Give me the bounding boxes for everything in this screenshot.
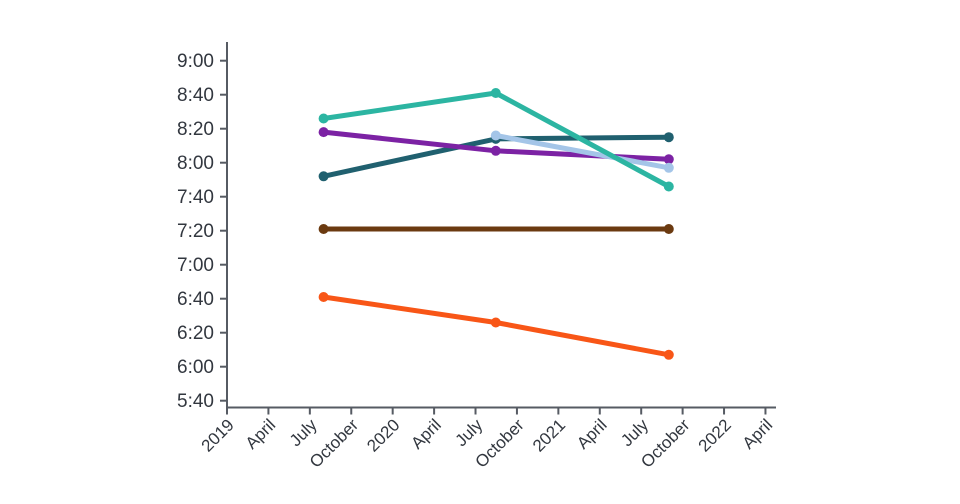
- series-purple-marker: [663, 154, 674, 165]
- series-brown-marker: [318, 224, 329, 234]
- x-tick-label: 2019: [198, 415, 238, 455]
- y-tick-label: 8:00: [177, 153, 214, 174]
- series-teal-green-marker: [490, 88, 501, 98]
- x-tick-label: April: [242, 415, 279, 452]
- series-orange: [318, 292, 674, 360]
- series-teal-green: [318, 88, 674, 192]
- series-orange-marker: [663, 349, 674, 360]
- series-brown-marker: [663, 224, 674, 234]
- x-tick-label: April: [407, 415, 444, 452]
- x-tick-label: 2021: [529, 415, 569, 455]
- y-tick-label: 6:00: [177, 357, 214, 378]
- series-light-blue-marker: [490, 130, 501, 141]
- y-tick-label: 7:20: [177, 221, 214, 242]
- series-dark-teal-marker: [663, 132, 674, 143]
- y-tick-label: 8:20: [177, 119, 214, 140]
- y-tick-label: 8:40: [177, 85, 214, 106]
- y-tick-label: 7:40: [177, 187, 214, 208]
- series-light-blue: [490, 130, 674, 173]
- series-light-blue-marker: [663, 162, 674, 173]
- axes: [226, 42, 776, 409]
- x-tick-label: April: [739, 415, 776, 452]
- y-tick-label: 9:00: [177, 51, 214, 72]
- y-tick-label: 5:40: [177, 391, 214, 412]
- y-tick-label: 7:00: [177, 255, 214, 276]
- x-tick-label: 2020: [363, 415, 403, 455]
- series-orange-marker: [318, 292, 329, 302]
- series-light-blue-line: [493, 133, 672, 171]
- x-tick-label: 2022: [695, 415, 735, 455]
- series-teal-green-marker: [663, 181, 674, 192]
- series-teal-green-marker: [318, 113, 329, 124]
- series-dark-teal-marker: [318, 171, 329, 182]
- series-brown: [318, 224, 674, 234]
- series-orange-marker: [490, 317, 501, 328]
- y-tick-label: 6:40: [177, 289, 214, 310]
- series-purple-marker: [318, 127, 329, 138]
- y-tick-label: 6:20: [177, 323, 214, 344]
- y-axis-ticks: 9:00 8:40 8:20 8:00 7:40 7:20 7:00 6:40 6:20 6:00…: [177, 51, 227, 412]
- x-tick-label: July: [452, 415, 487, 450]
- x-tick-label: July: [286, 415, 321, 450]
- x-tick-label: July: [617, 415, 652, 450]
- series-purple-marker: [490, 145, 501, 156]
- x-tick-label: April: [573, 415, 610, 452]
